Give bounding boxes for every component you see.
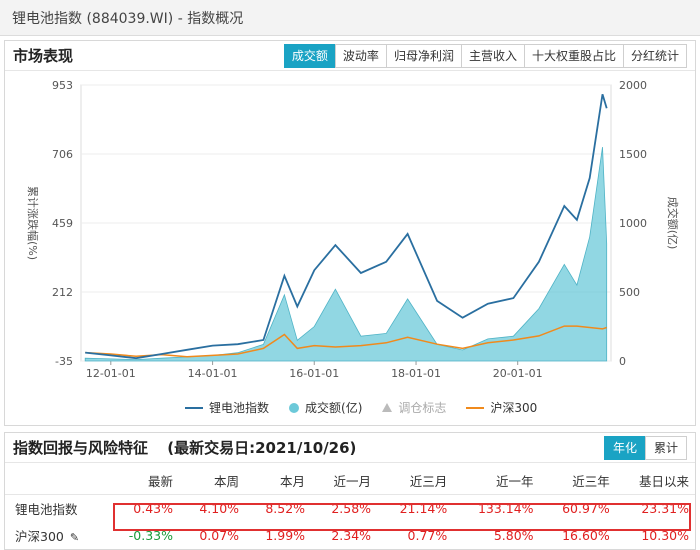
perf-col-header: 近三年 [539,467,616,495]
x-tick-label: 12-01-01 [86,367,136,380]
x-tick-label: 20-01-01 [493,367,543,380]
perf-cell: -0.33% [128,528,174,543]
y-axis-label: 累计涨跌幅(%) [26,186,40,260]
perf-title-text: 指数回报与风险特征 [13,439,149,457]
perf-col-blank [5,467,108,495]
market-panel-header: 市场表现 成交额 波动率 归母净利润 主营收入 十大权重股占比 分红统计 [5,41,695,71]
lithium-index-line [85,93,608,360]
csi300-line [85,325,607,358]
legend-label: 锂电池指数 [209,401,270,415]
perf-panel-header: 指数回报与风险特征 (最新交易日:2021/10/26) 年化 累计 [5,433,695,463]
y2-tick-label: 1500 [619,148,647,161]
perf-col-header: 近三月 [377,467,454,495]
perf-cell: 23.31% [641,501,689,516]
perf-cell: 60.97% [562,501,610,516]
perf-col-header: 基日以来 [615,467,695,495]
perf-cell: 10.30% [641,528,689,543]
chart-area: 953 706 459 212 -35 2000 1500 1000 500 0 12-01-01 1… [5,71,695,395]
tab-1[interactable]: 波动率 [334,43,387,68]
y-tick-label: 459 [52,217,73,230]
perf-panel: 指数回报与风险特征 (最新交易日:2021/10/26) 年化 累计 最新 本周 本月… [4,432,696,550]
tab-4[interactable]: 十大权重股占比 [523,43,624,68]
row-label-text: 锂电池指数 [15,502,78,517]
legend-item[interactable]: 沪深300 [466,399,537,416]
y-tick-label: 212 [52,286,73,299]
y-tick-label: -35 [55,355,73,368]
y2-tick-label: 2000 [619,79,647,92]
y2-tick-label: 0 [619,355,626,368]
y2-axis-label: 成交额(亿) [666,197,680,250]
perf-table: 最新 本周 本月 近一月 近三月 近一年 近三年 基日以来 锂电池指数 0.43% 4.10% 8.… [5,467,695,549]
turnover-area [84,147,608,362]
chart-legend: 锂电池指数 成交额(亿) 调仓标志 沪深300 [185,399,537,416]
y2-tick-label: 500 [619,286,640,299]
market-title: 市场表现 [13,47,74,65]
x-tick-label: 14-01-01 [188,367,238,380]
perf-col-header: 本月 [245,467,312,495]
edit-pencil-icon[interactable]: ✎ [69,531,80,544]
legend-label: 成交额(亿) [305,401,363,415]
y-tick-label: 953 [52,79,73,92]
perf-cell: 21.14% [399,501,448,516]
row-label: 锂电池指数 [5,495,107,523]
legend-swatch [466,406,485,409]
perf-toggle-1[interactable]: 累计 [644,435,687,460]
legend-label: 调仓标志 [398,401,447,415]
perf-col-header: 最新 [107,467,180,495]
perf-cell: 8.52% [265,501,306,516]
x-tick-label: 16-01-01 [289,367,339,380]
perf-col-header: 近一月 [311,467,378,495]
tab-5[interactable]: 分红统计 [622,43,687,68]
y-tick-label: 706 [52,148,73,161]
x-tick-label: 18-01-01 [391,367,441,380]
market-tabs: 成交额 波动率 归母净利润 主营收入 十大权重股占比 分红统计 [283,43,687,68]
window-title: 锂电池指数 (884039.WI) - 指数概况 [12,10,244,27]
row-label-text: 沪深300 [15,529,64,544]
perf-cell: 5.80% [493,528,534,543]
table-row: 沪深300 ✎ -0.33% 0.07% 1.99% 2.34% 0.77% 5.80% 16.… [5,522,695,549]
perf-cell: 1.99% [265,528,306,543]
y2-tick-label: 1000 [619,217,647,230]
perf-cell: 2.58% [331,501,372,516]
perf-cell: 2.34% [331,528,372,543]
legend-swatch [185,406,203,409]
perf-cell: 4.10% [199,501,240,516]
legend-item[interactable]: 成交额(亿) [289,399,362,416]
perf-col-header: 近一年 [453,467,540,495]
tab-0[interactable]: 成交额 [283,43,336,68]
row-label: 沪深300 ✎ [5,522,107,549]
legend-swatch [382,403,393,412]
tab-2[interactable]: 归母净利润 [385,43,462,68]
perf-cell: 0.07% [199,528,240,543]
legend-label: 沪深300 [490,401,538,415]
perf-col-header: 本周 [179,467,246,495]
tab-3[interactable]: 主营收入 [460,43,525,68]
market-panel: 市场表现 成交额 波动率 归母净利润 主营收入 十大权重股占比 分红统计 953 706 45… [4,40,696,426]
perf-subtitle: (最新交易日:2021/10/26) [167,439,357,457]
table-row: 锂电池指数 0.43% 4.10% 8.52% 2.58% 21.14% 133.14% 60… [5,495,695,523]
perf-cell: 0.43% [133,501,174,516]
legend-swatch [289,402,300,413]
perf-toggle: 年化 累计 [603,435,687,460]
window-title-bar: 锂电池指数 (884039.WI) - 指数概况 [0,0,700,36]
perf-toggle-0[interactable]: 年化 [603,435,646,460]
perf-cell: 0.77% [407,528,448,543]
perf-cell: 16.60% [562,528,610,543]
perf-title: 指数回报与风险特征 (最新交易日:2021/10/26) [13,437,356,458]
perf-cell: 133.14% [477,501,534,516]
legend-item[interactable]: 调仓标志 [382,399,446,416]
performance-chart: 953 706 459 212 -35 2000 1500 1000 500 0 12-01-01 1… [26,79,680,380]
legend-item[interactable]: 锂电池指数 [185,399,269,416]
